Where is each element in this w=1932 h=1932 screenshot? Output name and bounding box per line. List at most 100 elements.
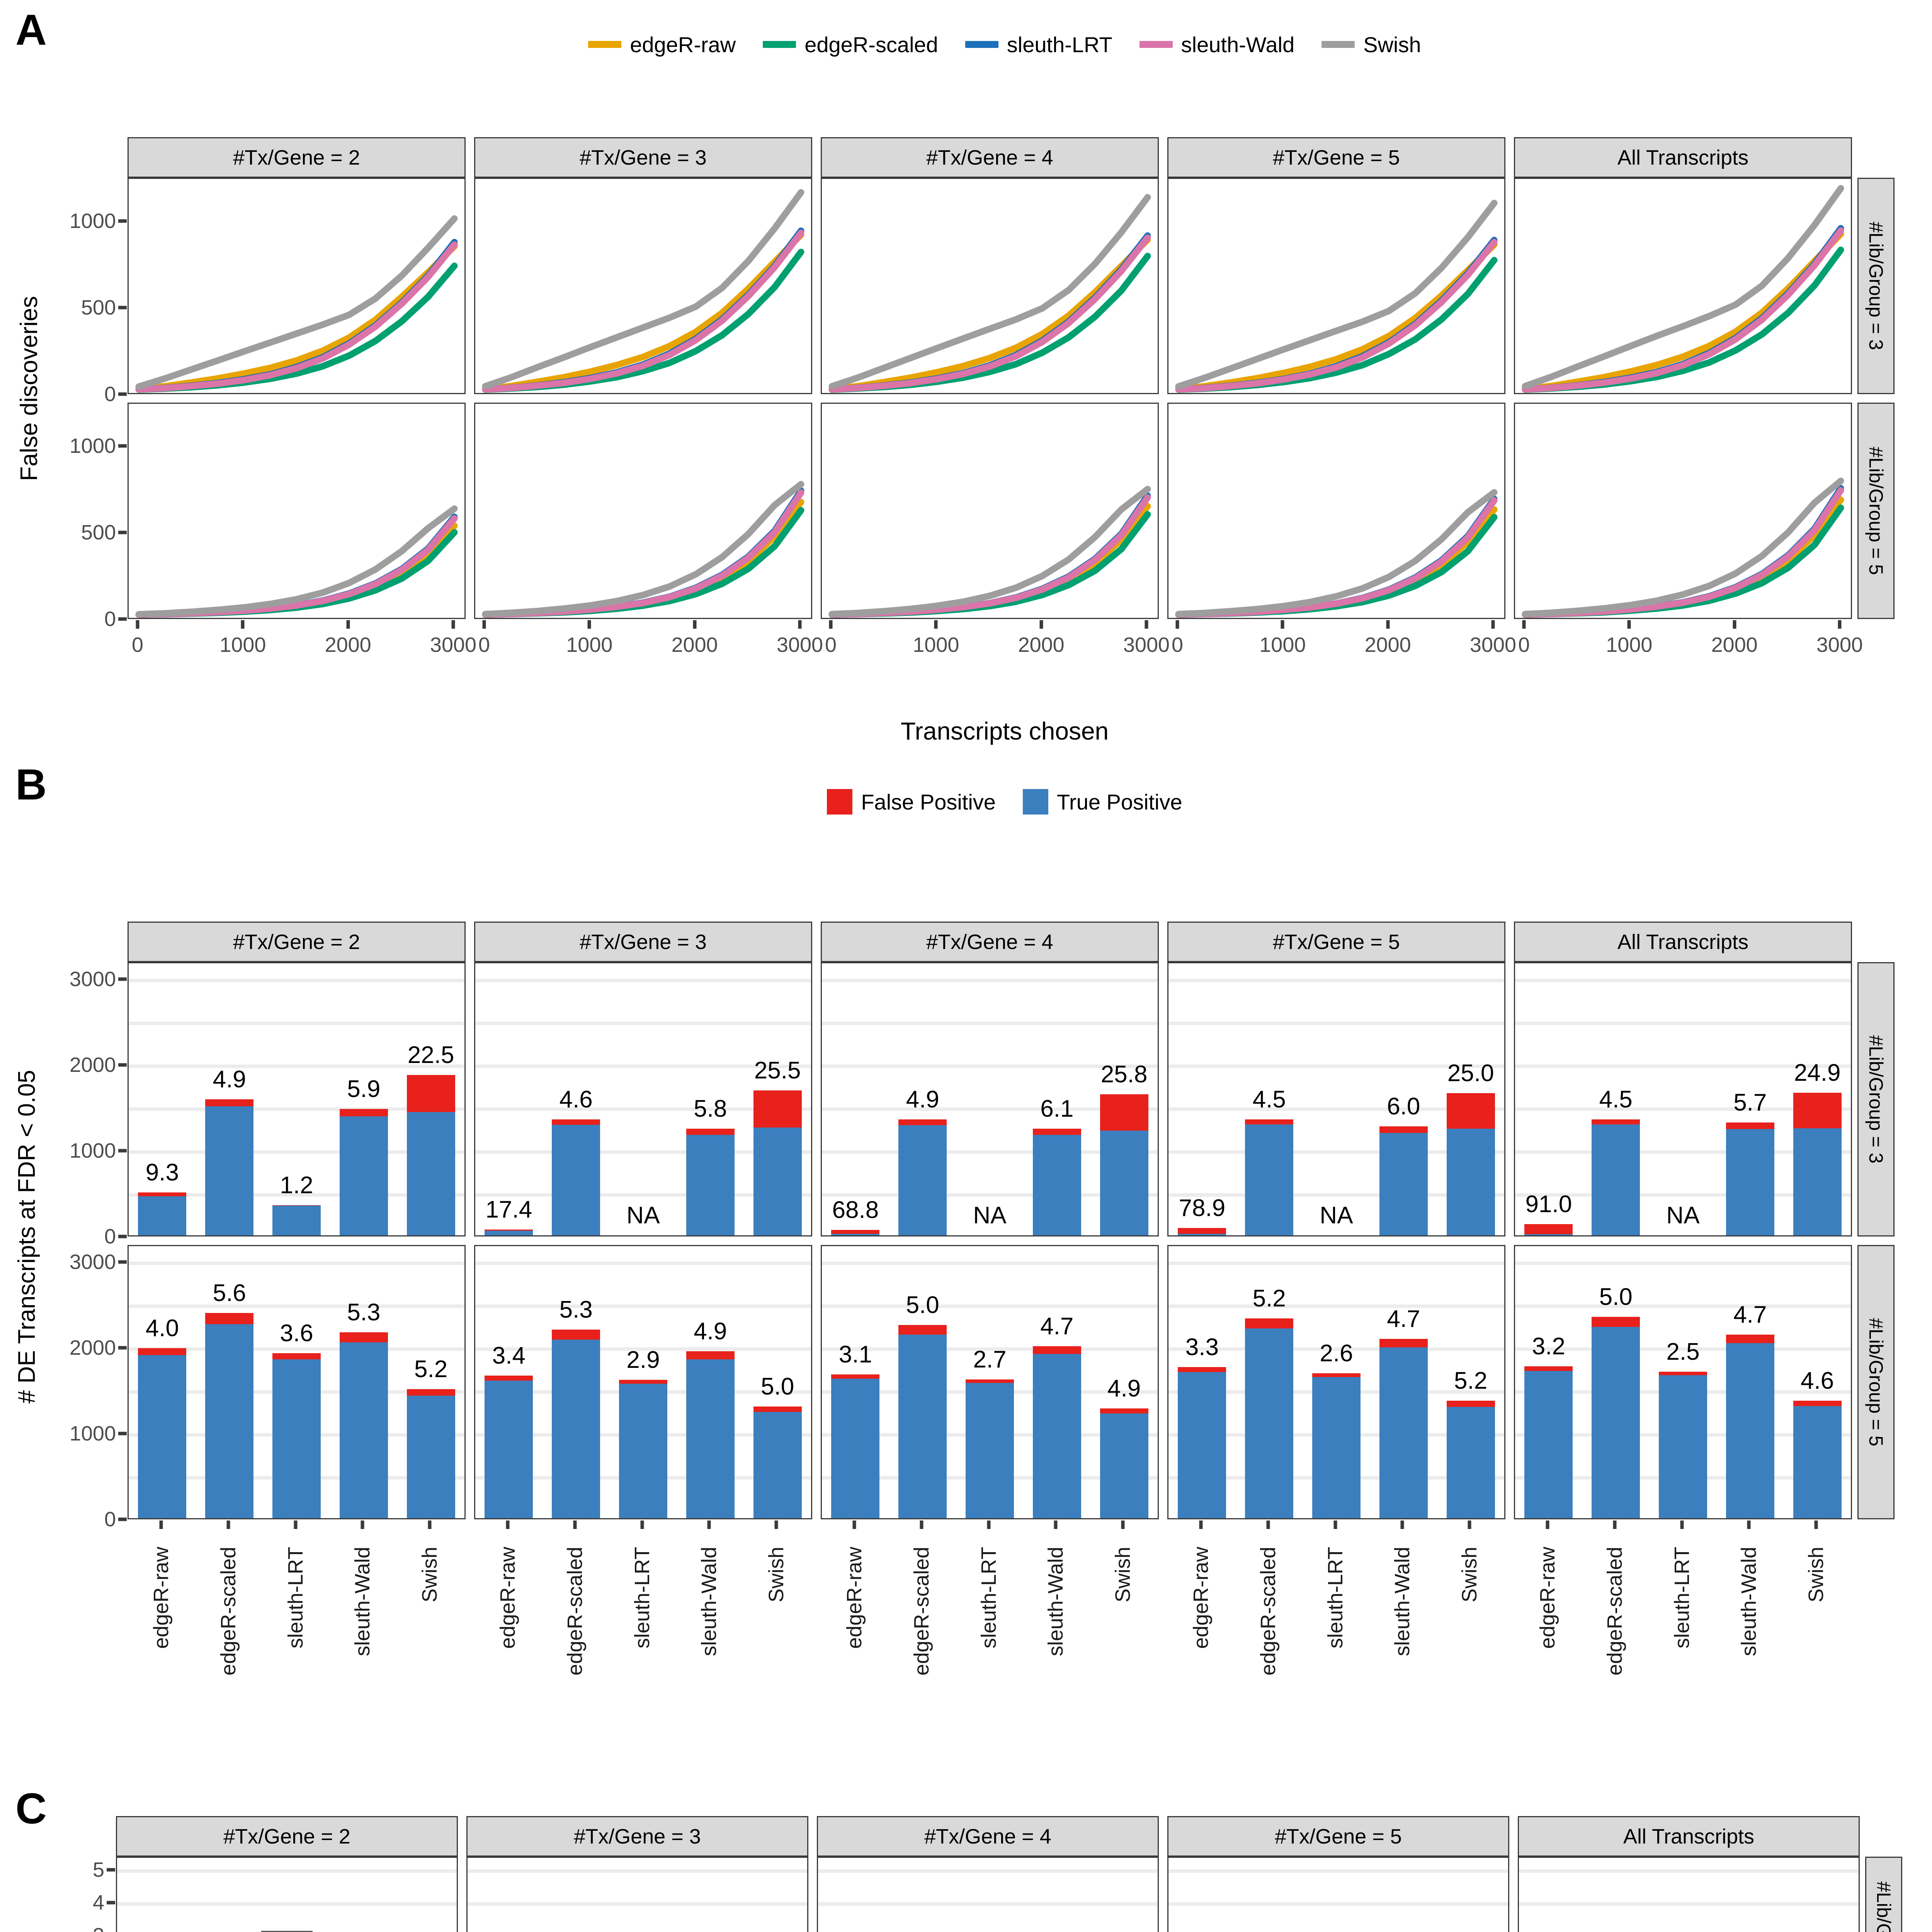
true-positive-segment bbox=[272, 1206, 321, 1235]
stacked-bar bbox=[1446, 1401, 1495, 1518]
false-positive-segment bbox=[898, 1119, 947, 1126]
gridline bbox=[129, 1150, 464, 1154]
y-axis-tick-label: 1000 bbox=[69, 1139, 116, 1163]
x-axis-tick-mark bbox=[1145, 620, 1148, 629]
facet-col-strip: #Tx/Gene = 3 bbox=[474, 922, 812, 962]
x-axis-tick-mark bbox=[829, 620, 833, 629]
x-axis-tick-mark bbox=[1613, 1520, 1617, 1529]
x-axis-tick-mark bbox=[1491, 620, 1495, 629]
x-axis-tick-mark bbox=[482, 620, 486, 629]
false-positive-segment bbox=[485, 1230, 533, 1231]
y-axis-tick-mark bbox=[107, 1901, 115, 1905]
true-positive-segment bbox=[1178, 1372, 1226, 1518]
bar-value-label: 9.3 bbox=[145, 1159, 179, 1186]
false-positive-segment bbox=[965, 1379, 1014, 1383]
true-positive-segment bbox=[339, 1342, 388, 1518]
false-positive-segment bbox=[831, 1230, 880, 1234]
false-positive-segment bbox=[1592, 1317, 1640, 1327]
line-series bbox=[828, 486, 1151, 617]
true-positive-segment bbox=[272, 1359, 321, 1518]
gridline bbox=[1515, 1107, 1851, 1111]
gridline bbox=[1519, 1869, 1859, 1873]
x-axis-tick-mark bbox=[1333, 1520, 1337, 1529]
false-positive-segment bbox=[272, 1353, 321, 1359]
false-positive-segment bbox=[1100, 1408, 1148, 1414]
panel-a-letter: A bbox=[15, 6, 47, 54]
x-axis-tick-label: edgeR-scaled bbox=[1603, 1547, 1626, 1676]
true-positive-segment bbox=[1379, 1347, 1428, 1518]
facet-cell bbox=[116, 1857, 458, 1932]
gridline bbox=[1515, 979, 1851, 983]
bar-value-label: 2.6 bbox=[1320, 1340, 1353, 1367]
bar-value-label: 1.2 bbox=[280, 1172, 313, 1199]
x-axis-tick-mark bbox=[1747, 1520, 1751, 1529]
y-axis-tick-mark bbox=[118, 1063, 127, 1067]
gridline bbox=[1168, 1193, 1504, 1197]
false-positive-segment bbox=[1178, 1228, 1226, 1234]
stacked-bar bbox=[1592, 1317, 1640, 1518]
x-axis-tick-label: sleuth-LRT bbox=[1670, 1547, 1694, 1649]
x-axis-tick-mark bbox=[241, 620, 245, 629]
y-axis-tick-label: 4 bbox=[92, 1891, 104, 1915]
true-positive-segment bbox=[1100, 1131, 1148, 1235]
bar-value-label: 24.9 bbox=[1794, 1059, 1841, 1086]
line-series bbox=[1175, 489, 1498, 617]
true-positive-segment bbox=[205, 1106, 254, 1235]
facet-cell bbox=[128, 178, 466, 394]
bar-value-label: 3.4 bbox=[492, 1342, 526, 1369]
x-axis-tick-mark bbox=[1266, 1520, 1270, 1529]
stacked-bar bbox=[272, 1353, 321, 1518]
panel-a-y-axis-label: False discoveries bbox=[15, 296, 43, 481]
x-axis-tick-mark bbox=[1627, 620, 1631, 629]
facet-cell bbox=[1514, 403, 1852, 619]
false-positive-segment bbox=[1446, 1093, 1495, 1129]
bar-value-label: 25.5 bbox=[754, 1057, 801, 1084]
y-axis-tick-label: 3000 bbox=[69, 1250, 116, 1274]
legend-item: Swish bbox=[1321, 32, 1421, 57]
gridline bbox=[475, 1304, 811, 1308]
false-positive-segment bbox=[1592, 1119, 1640, 1124]
gridline bbox=[129, 1065, 464, 1068]
stacked-bar bbox=[1245, 1119, 1294, 1235]
x-axis-tick-label: edgeR-scaled bbox=[1256, 1547, 1280, 1676]
line-series bbox=[135, 505, 458, 618]
x-axis-tick-mark bbox=[987, 1520, 990, 1529]
true-positive-segment bbox=[619, 1384, 667, 1518]
true-positive-segment bbox=[1245, 1328, 1294, 1518]
stacked-bar bbox=[1658, 1371, 1707, 1518]
gridline bbox=[1515, 1065, 1851, 1068]
facet-col-strip: #Tx/Gene = 5 bbox=[1167, 922, 1505, 962]
panel-c-y-axis-label: Time (min) bbox=[10, 1839, 44, 1932]
x-axis-tick-mark bbox=[136, 620, 139, 629]
stacked-bar bbox=[1032, 1346, 1081, 1518]
false-positive-segment bbox=[1032, 1346, 1081, 1354]
true-positive-segment bbox=[485, 1230, 533, 1235]
x-axis-tick-mark bbox=[1054, 1520, 1058, 1529]
false-positive-segment bbox=[1379, 1339, 1428, 1347]
stacked-bar bbox=[1100, 1094, 1148, 1235]
bar-value-label: 22.5 bbox=[407, 1042, 454, 1069]
facet-row-strip: #Lib/Group = 3 bbox=[1857, 178, 1895, 394]
stacked-bar bbox=[339, 1332, 388, 1518]
x-axis-tick-label: edgeR-raw bbox=[1189, 1547, 1213, 1649]
gridline bbox=[475, 1022, 811, 1026]
y-axis-tick-mark bbox=[118, 444, 127, 448]
stacked-bar bbox=[753, 1406, 802, 1518]
line-chart-svg bbox=[135, 505, 458, 618]
true-positive-segment bbox=[339, 1116, 388, 1235]
stacked-bar bbox=[1592, 1119, 1640, 1235]
legend-line-swatch bbox=[1139, 41, 1173, 48]
facet-cell: 4.0 5.6 3.6 5.3 5.2 bbox=[128, 1245, 466, 1519]
facet-cell: 17.4 4.6 NA 5.8 25.5 bbox=[474, 962, 812, 1236]
facet-cell bbox=[1167, 178, 1505, 394]
facet-col-strip: #Tx/Gene = 4 bbox=[821, 922, 1159, 962]
false-positive-segment bbox=[485, 1376, 533, 1381]
gridline bbox=[1519, 1902, 1859, 1906]
x-axis-tick-mark bbox=[573, 1520, 577, 1529]
x-axis-tick-label: 1000 bbox=[566, 633, 613, 656]
legend-item: sleuth-Wald bbox=[1139, 32, 1294, 57]
true-positive-segment bbox=[1524, 1371, 1573, 1518]
true-positive-segment bbox=[898, 1125, 947, 1235]
legend-item: sleuth-LRT bbox=[965, 32, 1112, 57]
facet-cell bbox=[1167, 403, 1505, 619]
